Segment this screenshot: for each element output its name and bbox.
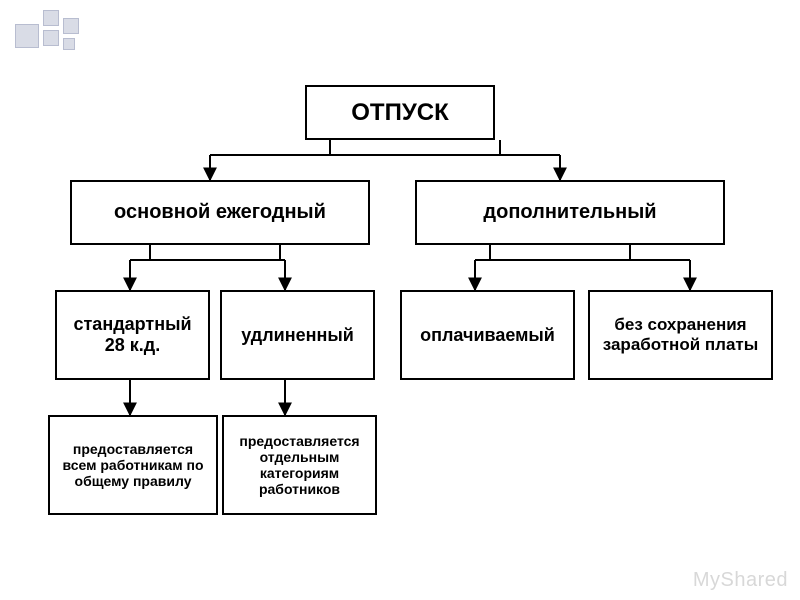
- node-basic: основной ежегодный: [70, 180, 370, 245]
- node-paid: оплачиваемый: [400, 290, 575, 380]
- node-additional: дополнительный: [415, 180, 725, 245]
- node-root: ОТПУСК: [305, 85, 495, 140]
- node-unpaid: без сохранения заработной платы: [588, 290, 773, 380]
- node-extended-desc: предоставляется отдельным категориям раб…: [222, 415, 377, 515]
- node-extended: удлиненный: [220, 290, 375, 380]
- node-standard: стандартный 28 к.д.: [55, 290, 210, 380]
- node-standard-desc: предоставляется всем работникам по общем…: [48, 415, 218, 515]
- watermark: MyShared: [693, 569, 788, 592]
